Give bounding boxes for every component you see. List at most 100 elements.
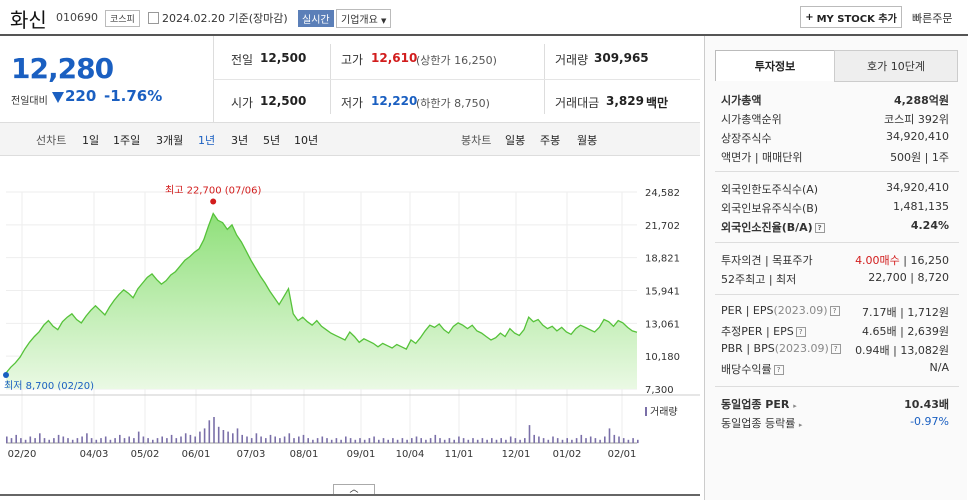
stock-header: 화신 010690 코스피 2024.02.20 기준(장마감) 실시간 기업개… bbox=[0, 0, 968, 36]
volume-bar bbox=[467, 439, 470, 444]
cap-rank-label: 시가총액순위 bbox=[721, 113, 782, 126]
volume-bar bbox=[265, 438, 267, 443]
foreign-limit-value: 34,920,410 bbox=[886, 181, 949, 194]
tab-order-book[interactable]: 호가 10단계 bbox=[834, 50, 958, 82]
tab-investment-info[interactable]: 투자정보 bbox=[715, 50, 835, 81]
volume-bar bbox=[203, 428, 206, 443]
candle-daily[interactable]: 일봉 bbox=[505, 134, 526, 147]
document-icon[interactable] bbox=[148, 12, 159, 24]
volume-bar bbox=[392, 438, 394, 443]
dividend-label: 배당수익률 bbox=[721, 363, 772, 376]
volume-bar bbox=[316, 438, 319, 443]
volume-bar bbox=[326, 438, 328, 443]
volume-bar bbox=[180, 436, 182, 443]
volume-bar bbox=[161, 436, 163, 443]
volume-bar bbox=[199, 431, 201, 443]
caret-right-icon[interactable]: ▸ bbox=[798, 421, 803, 429]
volume-bar bbox=[599, 439, 601, 444]
est-eps-value: 2,639원 bbox=[907, 325, 949, 338]
x-tick-label: 11/01 bbox=[445, 449, 474, 460]
period-1y[interactable]: 1년 bbox=[198, 134, 216, 147]
period-bar: 선차트 1일 1주일 3개월 1년 3년 5년 10년 봉차트 일봉 주봉 월봉 bbox=[0, 122, 700, 156]
lower-limit: (하한가 8,750) bbox=[416, 97, 490, 110]
help-icon[interactable]: ? bbox=[795, 327, 806, 337]
amount-value: 3,829 bbox=[606, 94, 644, 108]
per-row: PER | EPS(2023.09)? 7.17배 | 1,712원 bbox=[721, 304, 949, 319]
wk52-label: 52주최고 | 최저 bbox=[721, 273, 797, 286]
industry-rate-row: 동일업종 등락률 ▸ -0.97% bbox=[721, 415, 949, 434]
x-tick-label: 07/03 bbox=[237, 449, 266, 460]
volume-bar bbox=[123, 438, 126, 443]
low-marker bbox=[3, 372, 9, 379]
volume-bar bbox=[57, 434, 60, 443]
help-icon[interactable]: ? bbox=[830, 344, 841, 354]
volume-bar bbox=[307, 438, 309, 443]
volume-bar bbox=[368, 438, 371, 443]
volume-bar bbox=[302, 434, 305, 443]
company-name: 화신 bbox=[10, 8, 47, 32]
candle-monthly[interactable]: 월봉 bbox=[577, 134, 598, 147]
period-3m[interactable]: 3개월 bbox=[156, 134, 184, 147]
divider bbox=[715, 386, 959, 387]
foreign-hold-value: 1,481,135 bbox=[893, 200, 949, 213]
volume-legend: 거래량 bbox=[650, 406, 678, 418]
volume-bar bbox=[594, 438, 597, 443]
volume-bar bbox=[637, 439, 639, 444]
volume-bar bbox=[443, 439, 446, 444]
period-1d[interactable]: 1일 bbox=[82, 134, 100, 147]
wk52-low-value: 8,720 bbox=[917, 271, 950, 284]
opinion-label: 투자의견 | 목표주가 bbox=[721, 254, 813, 267]
period-10y[interactable]: 10년 bbox=[294, 134, 319, 147]
chevron-up-icon: ︿ bbox=[349, 485, 359, 495]
help-icon[interactable]: ? bbox=[829, 306, 840, 316]
cap-rank-value: 코스피 392위 bbox=[884, 113, 949, 126]
realtime-button[interactable]: 실시간 bbox=[298, 10, 334, 27]
help-icon[interactable]: ? bbox=[773, 365, 784, 375]
add-my-stock-button[interactable]: + MY STOCK 추가 bbox=[800, 6, 902, 28]
volume-bar bbox=[566, 438, 568, 443]
volume-bar bbox=[109, 439, 112, 444]
volume-bar bbox=[156, 438, 159, 443]
volume-bar bbox=[175, 438, 178, 443]
volume-bar bbox=[401, 438, 404, 443]
candle-weekly[interactable]: 주봉 bbox=[540, 134, 561, 147]
period-3y[interactable]: 3년 bbox=[231, 134, 249, 147]
caret-right-icon[interactable]: ▸ bbox=[793, 402, 797, 410]
y-tick-label: 7,300 bbox=[645, 385, 674, 396]
volume-bar bbox=[184, 433, 187, 444]
volume-bar bbox=[133, 438, 135, 443]
volume-bar bbox=[128, 436, 130, 443]
volume-bar bbox=[509, 436, 512, 443]
volume-bar bbox=[208, 420, 211, 444]
x-tick-label: 05/02 bbox=[131, 449, 160, 460]
help-icon[interactable]: ? bbox=[814, 223, 825, 233]
volume-bar bbox=[166, 438, 168, 443]
volume-bar bbox=[580, 434, 583, 443]
opinion-row: 투자의견 | 목표주가 4.00매수 | 16,250 bbox=[721, 254, 949, 267]
down-triangle-icon bbox=[52, 92, 64, 103]
plus-icon: + bbox=[805, 11, 814, 23]
dividend-value: N/A bbox=[929, 361, 949, 374]
par-label: 액면가 | 매매단위 bbox=[721, 151, 803, 164]
volume-bar bbox=[571, 439, 573, 444]
foreign-limit-label: 외국인한도주식수(A) bbox=[721, 183, 819, 196]
x-tick-label: 10/04 bbox=[396, 449, 425, 460]
market-cap-value: 4,288억원 bbox=[893, 94, 949, 107]
foreign-rate-row: 외국인소진율(B/A)? 4.24% bbox=[721, 219, 949, 238]
volume-bar bbox=[552, 436, 554, 443]
volume-bar bbox=[194, 436, 196, 443]
volume-bar bbox=[62, 436, 65, 443]
volume-bar bbox=[481, 438, 484, 443]
volume-bar bbox=[632, 438, 634, 443]
volume-bar bbox=[354, 439, 357, 444]
collapse-chart-button[interactable]: ︿ bbox=[333, 484, 375, 495]
volume-bar bbox=[472, 438, 474, 443]
volume-bar bbox=[542, 438, 545, 443]
company-overview-dropdown[interactable]: 기업개요 ▼ bbox=[336, 9, 392, 28]
volume-bar bbox=[217, 426, 220, 444]
period-1w[interactable]: 1주일 bbox=[113, 134, 141, 147]
period-5y[interactable]: 5년 bbox=[263, 134, 281, 147]
quick-order-link[interactable]: 빠른주문 bbox=[912, 12, 953, 25]
volume-bar bbox=[387, 439, 389, 444]
wk52-high-value: 22,700 bbox=[868, 271, 907, 284]
